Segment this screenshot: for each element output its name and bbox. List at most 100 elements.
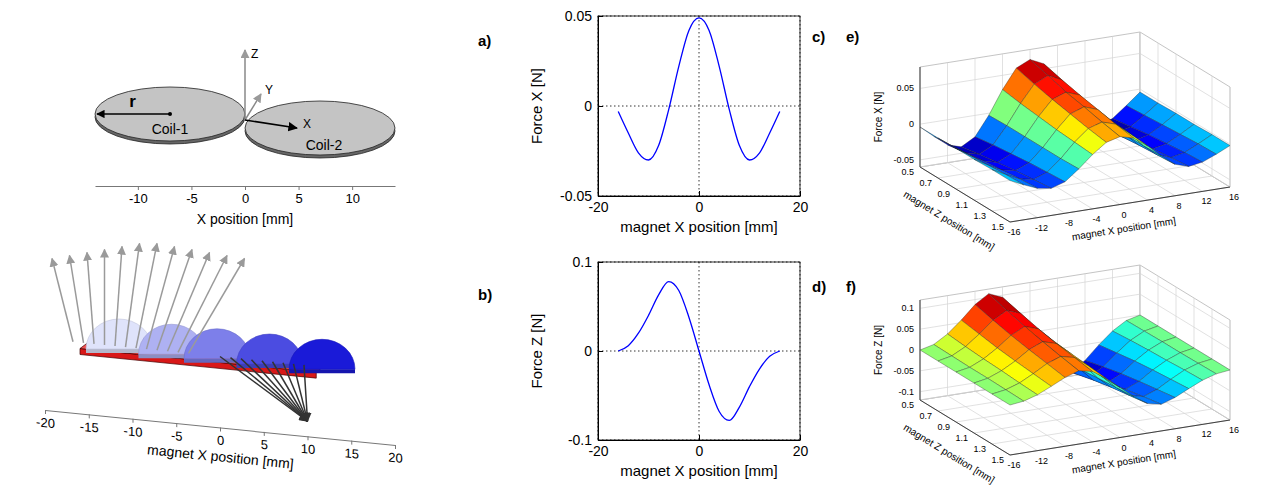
tick-mark [395, 445, 396, 449]
tick-label: 0.9 [937, 189, 950, 199]
tick: 0 [584, 98, 603, 114]
tick-label: 0 [696, 199, 704, 215]
magnet-diagram: -20-15-10-505101520magnet X position [mm… [36, 244, 403, 472]
tick: -15 [80, 413, 99, 435]
axis-line [1010, 187, 1230, 222]
surface-panel: -16-12-8-404812160.50.70.91.11.31.5-0.1-… [873, 265, 1239, 486]
tick: 0.05 [565, 8, 603, 24]
moment-arrow [189, 259, 245, 354]
surface-cell [992, 390, 1024, 405]
moment-arrow [136, 244, 157, 349]
plot-area [598, 262, 800, 440]
tick-label: -10 [129, 191, 148, 206]
tick-label: 0.7 [919, 411, 932, 421]
moment-arrow [70, 256, 84, 343]
tick-label: 10 [301, 441, 315, 457]
radius-arrow [97, 113, 170, 114]
axis-title: magnet Z position [mm] [902, 422, 997, 486]
tick: -10 [124, 418, 143, 440]
tick-mark [598, 196, 603, 197]
tick-label: -0.1 [898, 387, 914, 397]
tick-label: -12 [1035, 223, 1048, 233]
moment-arrow [294, 364, 308, 421]
moment-arrow [178, 256, 227, 353]
tick-label: -15 [80, 419, 99, 436]
panel-label: d) [812, 278, 826, 295]
tick-label: 0.05 [565, 8, 592, 24]
tick-label: 5 [295, 191, 302, 206]
tick-label: 0.05 [896, 324, 914, 334]
tick-label: 8 [1176, 201, 1181, 211]
tick-label: -8 [1065, 451, 1073, 461]
tick-label: -16 [1007, 227, 1020, 237]
tick-label: 0 [1121, 210, 1126, 220]
data-line [618, 18, 780, 160]
data-line [618, 282, 780, 421]
tick-label: 1.3 [973, 444, 986, 454]
surface-cell [970, 155, 1002, 170]
tick: 10 [345, 186, 359, 206]
tick-mark [699, 435, 700, 440]
tick: -20 [36, 409, 55, 431]
moment-arrow [220, 357, 308, 422]
marks [618, 18, 780, 160]
grid-line [1140, 125, 1230, 180]
tick-mark [598, 351, 603, 352]
tick-mark [132, 419, 133, 423]
tick-label: 4 [1149, 205, 1154, 215]
tick: -5 [186, 186, 198, 206]
tick: -5 [171, 423, 183, 444]
tick-label: -8 [1065, 218, 1073, 228]
moment-arrow [115, 247, 122, 347]
frame-arrow [245, 120, 297, 128]
tick: 20 [793, 435, 809, 459]
grid-line [920, 294, 1140, 329]
grid-line [1230, 87, 1231, 187]
tick-label: 0.5 [901, 167, 914, 177]
tick-label: -4 [1092, 214, 1100, 224]
tick-label: -10 [124, 423, 143, 440]
tick-label: 0.05 [896, 83, 914, 93]
grid-line [920, 67, 921, 167]
axis-line [920, 67, 921, 167]
tick-mark [220, 428, 221, 432]
tick: 0 [217, 427, 224, 448]
tick-mark [598, 262, 603, 263]
moment-arrow [241, 359, 308, 422]
tick-mark [191, 186, 192, 190]
panel-label: f) [846, 278, 856, 295]
axis-title: magnet X position [mm] [620, 218, 778, 235]
tick-label: -0.05 [893, 366, 914, 376]
back-wall [920, 265, 1140, 400]
moment-arrow [304, 365, 308, 421]
frame-arrow [244, 50, 246, 120]
magnet-disc [289, 339, 355, 369]
tick-mark [699, 191, 700, 196]
tick-label: 0 [909, 119, 914, 129]
axis-line [1010, 420, 1230, 455]
tick-mark [800, 191, 801, 196]
frame-label: X [303, 117, 311, 131]
tick-label: -12 [1035, 456, 1048, 466]
tick: -0.1 [568, 432, 603, 448]
tick-label: 8 [1176, 434, 1181, 444]
annotation: r [129, 92, 136, 111]
axis-title: Force X [N] [528, 68, 545, 144]
tick: 20 [388, 444, 402, 466]
tick-label: 0 [584, 98, 592, 114]
tick: -10 [129, 186, 148, 206]
moment-arrow [273, 362, 308, 422]
tick-label: 15 [345, 445, 359, 461]
tick-mark [176, 423, 177, 427]
line-panel: -20020-0.100.1magnet X position [mm]Forc… [528, 254, 808, 479]
grid-line [1010, 187, 1230, 222]
grid-line [1212, 76, 1213, 176]
tick-mark [138, 186, 139, 190]
axis-title: Force Z [N] [873, 325, 884, 375]
grid-line [1010, 420, 1230, 455]
tick-mark [352, 186, 353, 190]
tick-label: 16 [1229, 425, 1239, 435]
tick-label: 0 [584, 343, 592, 359]
tick-label: 0 [909, 345, 914, 355]
moment-arrow [262, 361, 308, 422]
